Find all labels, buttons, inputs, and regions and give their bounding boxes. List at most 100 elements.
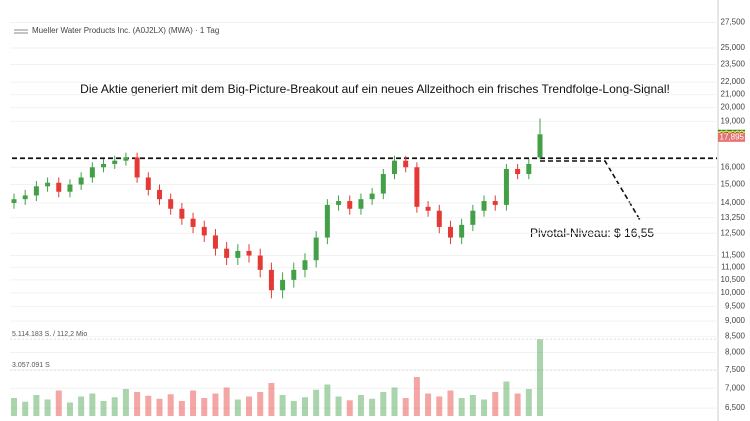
y-tick-label: 7,500	[725, 365, 746, 374]
volume-bar	[537, 339, 543, 416]
volume-bar	[492, 392, 499, 416]
candle-body	[56, 182, 62, 192]
price-tag-label: 17,895	[720, 132, 745, 141]
candle-body	[145, 177, 151, 190]
price-tag	[718, 132, 745, 142]
candle-body	[436, 210, 442, 227]
volume-bar	[55, 390, 62, 416]
candle-body	[22, 195, 28, 200]
y-tick-label: 7,000	[725, 383, 746, 392]
candle-body	[503, 168, 509, 205]
candle-body	[481, 201, 487, 211]
candle-body	[291, 269, 297, 280]
y-tick-label: 23,500	[721, 60, 746, 69]
y-tick-label: 27,500	[721, 18, 746, 27]
volume-bar	[279, 395, 286, 416]
volume-bar	[78, 396, 85, 416]
candle-body	[67, 184, 73, 192]
volume-bar	[201, 398, 208, 416]
candle-body	[313, 237, 319, 261]
candle-body	[89, 167, 95, 178]
candle-body	[492, 201, 498, 205]
y-tick-label: 6,500	[725, 403, 746, 412]
volume-label: 3.057.091 S	[12, 362, 50, 369]
candle-body	[447, 226, 453, 238]
volume-bar	[268, 383, 275, 416]
pivot-arrow	[540, 160, 641, 221]
volume-bar	[369, 398, 376, 416]
volume-bar	[447, 390, 454, 416]
volume-bar	[324, 384, 331, 416]
y-tick-label: 12,500	[721, 228, 746, 237]
candle-body	[246, 250, 252, 256]
y-tick-label: 11,000	[721, 263, 745, 272]
y-tick-label: 14,000	[721, 198, 746, 207]
candle-body	[11, 199, 17, 203]
y-tick-label: 21,000	[721, 90, 746, 99]
volume-bar	[481, 399, 488, 416]
volume-bar	[66, 402, 73, 416]
y-tick-label: 25,000	[721, 43, 746, 52]
volume-bar	[246, 396, 253, 416]
candle-body	[280, 279, 286, 291]
candle-body	[459, 224, 465, 238]
y-tick-label: 9,500	[725, 302, 746, 311]
candle-body	[156, 189, 162, 200]
volume-bar	[290, 401, 297, 416]
plot: 27,500 25,000 23,500 22,000 21,000 20,000 19,0…	[10, 18, 746, 416]
volume-bar	[436, 396, 443, 416]
y-tick-label: 20,000	[721, 103, 746, 112]
volume-bar	[22, 401, 29, 416]
volume-bar	[145, 395, 152, 416]
candle-body	[414, 167, 420, 207]
volume-bar	[402, 398, 409, 416]
candle-body	[257, 255, 263, 270]
volume-bar	[223, 387, 230, 416]
volume-bar	[380, 392, 387, 416]
y-tick-label: 8,000	[725, 348, 746, 357]
candle-body	[134, 157, 140, 178]
candle-body	[537, 134, 543, 158]
volume-bar	[257, 392, 264, 416]
candle-body	[526, 163, 532, 175]
candle-body	[78, 177, 84, 185]
candle-body	[235, 250, 241, 258]
volume-bar	[313, 389, 320, 416]
candle-body	[101, 163, 107, 168]
volume-bar	[335, 396, 342, 416]
volume-bar	[357, 395, 364, 416]
candle-body	[179, 208, 185, 219]
candle-body	[190, 218, 196, 227]
candle-body	[112, 160, 118, 164]
volume-bar	[425, 393, 432, 416]
candle-body	[336, 201, 342, 205]
volume-bar	[234, 399, 241, 416]
y-tick-label: 15,000	[721, 180, 746, 189]
y-tick-label: 13,250	[721, 213, 746, 222]
volume-bar	[212, 393, 219, 416]
volume-bar	[111, 397, 118, 416]
volume-bar	[458, 398, 465, 416]
candle-body	[268, 269, 274, 291]
volume-bar	[525, 389, 532, 416]
volume-bar	[89, 393, 96, 416]
candle-body	[369, 193, 375, 200]
candle-body	[403, 160, 409, 168]
candle-body	[347, 201, 353, 209]
volume-bar	[190, 390, 197, 416]
candle-body	[201, 226, 207, 236]
volume-bar	[134, 392, 141, 416]
y-tick-label: 8,500	[725, 331, 746, 340]
volume-bar	[156, 398, 163, 416]
volume-label: 5.114.183 S. / 112,2 Mio	[12, 331, 87, 338]
candle-body	[425, 206, 431, 211]
candle-body	[224, 248, 230, 258]
volume-bar	[44, 399, 51, 416]
volume-bar	[346, 400, 353, 416]
volume-bar	[122, 389, 129, 416]
candle-body	[302, 260, 308, 270]
volume-bar	[301, 397, 308, 416]
candle-body	[45, 182, 51, 187]
candle-body	[123, 157, 129, 161]
